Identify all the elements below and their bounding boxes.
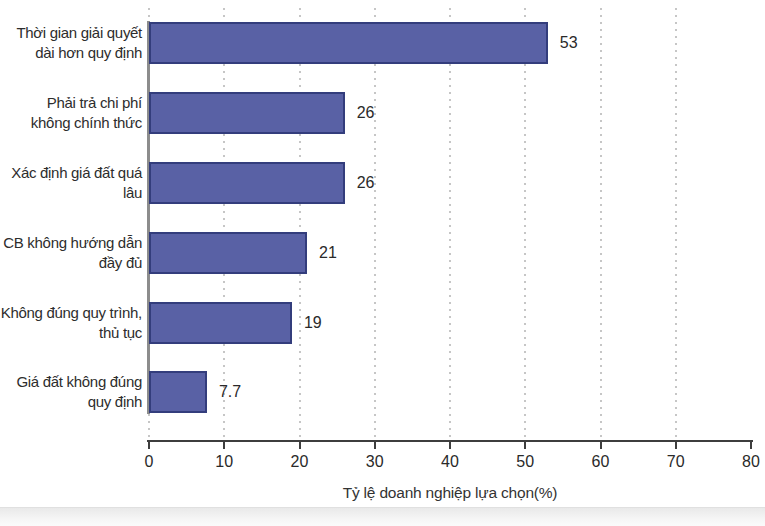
- bar-value-label: 53: [560, 33, 578, 53]
- x-tick-label: 70: [667, 453, 685, 471]
- x-tick-label: 40: [441, 453, 459, 471]
- x-tick-mark: [524, 440, 526, 449]
- category-label: Phải trả chi phíkhông chính thức: [0, 90, 142, 136]
- gridline: [524, 8, 526, 438]
- category-label-line: quy định: [88, 392, 142, 412]
- x-tick-mark: [223, 440, 225, 449]
- bar: [149, 92, 345, 134]
- category-label: Thời gian giải quyếtdài hơn quy định: [0, 20, 142, 66]
- bar-value-label: 7.7: [219, 382, 241, 402]
- category-label: CB không hướng dẫnđầy đủ: [0, 230, 142, 276]
- category-label-line: CB không hướng dẫn: [3, 233, 142, 253]
- gridline: [223, 8, 225, 438]
- x-tick-label: 20: [291, 453, 309, 471]
- category-label: Giá đất không đúngquy định: [0, 369, 142, 415]
- category-label: Xác định giá đất quálâu: [0, 160, 142, 206]
- gridline: [675, 8, 677, 438]
- category-label-line: đầy đủ: [99, 253, 142, 273]
- bar-value-label: 19: [304, 313, 322, 333]
- x-tick-label: 0: [145, 453, 154, 471]
- bar: [149, 22, 548, 64]
- x-tick-mark: [299, 440, 301, 449]
- x-tick-label: 30: [366, 453, 384, 471]
- gridline: [600, 8, 602, 438]
- x-tick-mark: [675, 440, 677, 449]
- category-label-line: Không đúng quy trình,: [1, 303, 142, 323]
- category-label-line: Xác định giá đất quá: [11, 163, 142, 183]
- category-label-line: dài hơn quy định: [35, 43, 142, 63]
- bar-value-label: 26: [357, 173, 375, 193]
- category-label-line: lâu: [123, 183, 142, 203]
- x-tick-label: 50: [516, 453, 534, 471]
- bar-value-label: 21: [319, 243, 337, 263]
- category-label-line: Phải trả chi phí: [47, 93, 142, 113]
- category-label-line: thủ tục: [99, 323, 142, 343]
- x-tick-mark: [449, 440, 451, 449]
- y-axis-line: [147, 21, 150, 414]
- x-tick-mark: [374, 440, 376, 449]
- x-tick-label: 80: [742, 453, 760, 471]
- gridline: [299, 8, 301, 438]
- bar: [149, 302, 292, 344]
- x-tick-label: 10: [215, 453, 233, 471]
- category-label-line: Thời gian giải quyết: [16, 23, 142, 43]
- x-axis-title: Tỷ lệ doanh nghiệp lựa chọn(%): [149, 484, 751, 502]
- x-tick-mark: [600, 440, 602, 449]
- bar-value-label: 26: [357, 103, 375, 123]
- bar: [149, 232, 307, 274]
- category-label-line: Giá đất không đúng: [16, 372, 142, 392]
- category-label-line: không chính thức: [31, 113, 142, 133]
- bottom-band: [0, 507, 765, 526]
- gridline: [449, 8, 451, 438]
- bar: [149, 371, 207, 413]
- bar: [149, 162, 345, 204]
- x-tick-mark: [750, 440, 752, 449]
- x-tick-label: 60: [592, 453, 610, 471]
- category-label: Không đúng quy trình,thủ tục: [0, 300, 142, 346]
- gridline: [374, 8, 376, 438]
- bar-chart-figure: Thời gian giải quyếtdài hơn quy định 53 Ph…: [0, 0, 765, 526]
- x-tick-mark: [148, 440, 150, 449]
